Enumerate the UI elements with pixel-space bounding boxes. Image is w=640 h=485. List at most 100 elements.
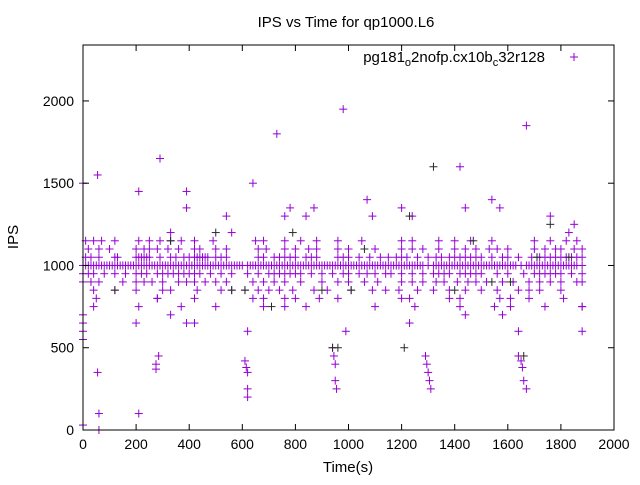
data-point [217,269,226,278]
data-point [422,360,431,369]
data-point [397,269,406,278]
data-point [134,236,143,245]
data-point [254,286,263,295]
data-point [556,277,565,286]
data-point [291,294,300,303]
data-point [227,269,236,278]
data-point [309,286,318,295]
data-point [134,302,143,311]
data-point [158,277,167,286]
y-tick-label: 1500 [43,175,74,191]
data-point [100,269,109,278]
data-point [461,203,470,212]
data-point [376,253,385,262]
data-point [578,277,587,286]
data-point [259,294,268,303]
data-point [477,286,486,295]
data-point [456,162,465,171]
data-point [546,220,555,229]
data-point [567,269,576,278]
x-tick-label: 1000 [333,436,364,452]
data-point [506,277,515,286]
data-point [487,236,496,245]
data-point [166,286,175,295]
data-point [418,269,427,278]
data-point [217,286,226,295]
data-point [535,277,544,286]
data-point [259,236,268,245]
data-point [471,245,480,254]
data-point [332,384,341,393]
data-point [363,195,372,204]
data-point [384,253,393,262]
data-point [461,245,470,254]
data-point [408,236,417,245]
data-point [248,179,257,188]
data-point [211,228,220,237]
data-point [94,409,103,418]
data-point [317,269,326,278]
data-point [182,203,191,212]
data-point [86,277,95,286]
data-point [259,253,268,262]
data-point [418,277,427,286]
data-point [158,286,167,295]
data-point [254,269,263,278]
data-point [182,319,191,328]
data-point [243,368,252,377]
data-point [110,269,119,278]
data-point [498,277,507,286]
data-point [450,286,459,295]
data-point [429,162,438,171]
data-point [365,253,374,262]
data-point [317,277,326,286]
data-point [142,269,151,278]
data-point [461,286,470,295]
data-point [456,294,465,303]
data-point [153,245,162,254]
data-point [84,245,93,254]
data-point [421,351,430,360]
data-point [302,212,311,221]
data-point [519,376,528,385]
data-point [251,236,260,245]
data-point [559,294,568,303]
x-tick-label: 1200 [386,436,417,452]
data-point [386,269,395,278]
chart-title: IPS vs Time for qp1000.L6 [258,14,435,31]
data-point [222,212,231,221]
data-point [304,245,313,254]
data-point [368,286,377,295]
data-point [333,294,342,303]
data-point [288,228,297,237]
data-point [174,277,183,286]
data-point [222,277,231,286]
data-point [578,253,587,262]
data-point [296,236,305,245]
data-point [525,294,534,303]
data-point [397,294,406,303]
data-point [432,277,441,286]
data-point [317,286,326,295]
data-point [93,368,102,377]
data-point [309,203,318,212]
data-point [132,245,141,254]
data-point [498,310,507,319]
data-point [525,286,534,295]
data-point [242,363,251,372]
data-point [195,269,204,278]
data-point [368,212,377,221]
data-point [89,236,98,245]
x-tick-label: 600 [231,436,255,452]
data-point [328,269,337,278]
data-point [530,245,539,254]
data-point [506,294,515,303]
data-point [344,245,353,254]
data-point [490,302,499,311]
data-point [381,286,390,295]
legend-marker [570,53,578,61]
data-point [280,302,289,311]
data-point [140,277,149,286]
data-point [211,302,220,311]
